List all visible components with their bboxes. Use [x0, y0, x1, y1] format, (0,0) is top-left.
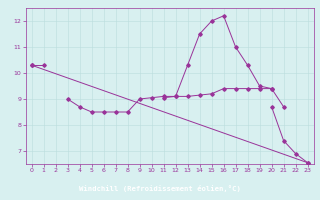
Text: Windchill (Refroidissement éolien,°C): Windchill (Refroidissement éolien,°C)	[79, 185, 241, 192]
